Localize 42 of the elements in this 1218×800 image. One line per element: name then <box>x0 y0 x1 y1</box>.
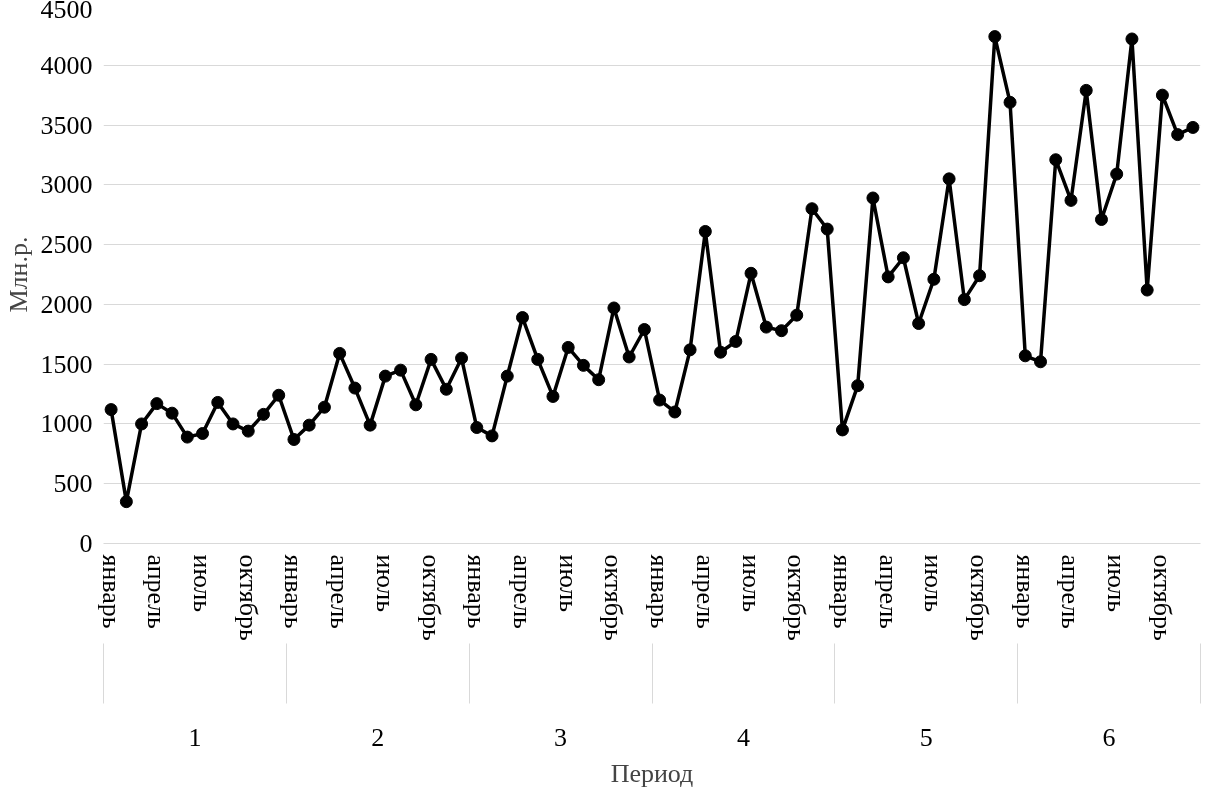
x-tick-label: октябрь <box>1147 554 1177 641</box>
x-tick-label: июль <box>370 554 400 613</box>
x-axis-title: Период <box>610 758 694 788</box>
x-tick-label: апрель <box>1056 554 1086 630</box>
x-tick-label: апрель <box>142 554 172 630</box>
text: 4 <box>736 722 750 752</box>
text: 5 <box>919 722 933 752</box>
y-tick-label: 0 <box>79 529 93 558</box>
x-tick-label: январь <box>96 554 126 629</box>
x-tick-label: апрель <box>690 554 720 630</box>
text: 3 <box>554 722 568 752</box>
x-tick-label: октябрь <box>416 554 446 641</box>
x-tick-label: июль <box>553 554 583 613</box>
x-tick-label: октябрь <box>233 554 263 641</box>
x-tick-label: январь <box>462 554 492 629</box>
y-tick-label: 3000 <box>40 170 93 200</box>
x-tick-label: январь <box>279 554 309 629</box>
x-tick-label: октябрь <box>965 554 995 641</box>
x-tick-label: июль <box>736 554 766 613</box>
y-tick-label: 2500 <box>40 230 93 260</box>
y-tick-label: 2000 <box>40 289 93 319</box>
x-tick-label: июль <box>188 554 218 613</box>
x-tick-label: июль <box>1102 554 1132 613</box>
x-tick-label: октябрь <box>599 554 629 641</box>
x-tick-label: апрель <box>507 554 537 630</box>
text: 6 <box>1102 722 1116 752</box>
text: 2 <box>371 722 385 752</box>
y-tick-label: 3500 <box>40 110 93 140</box>
x-tick-label: апрель <box>325 554 355 630</box>
y-tick-label: 1000 <box>40 409 93 439</box>
y-tick-label: 500 <box>53 469 93 499</box>
x-tick-label: апрель <box>873 554 903 630</box>
y-axis-title: Млн.р. <box>3 236 33 313</box>
y-tick-label: 4000 <box>40 50 93 80</box>
x-tick-label: июль <box>919 554 949 613</box>
x-tick-label: октябрь <box>782 554 812 641</box>
y-tick-label: 1500 <box>40 349 93 379</box>
x-tick-label: январь <box>1010 554 1040 629</box>
x-tick-label: январь <box>645 554 675 629</box>
y-tick-label: 4500 <box>40 0 93 24</box>
text: 1 <box>188 722 202 752</box>
x-tick-label: январь <box>827 554 857 629</box>
